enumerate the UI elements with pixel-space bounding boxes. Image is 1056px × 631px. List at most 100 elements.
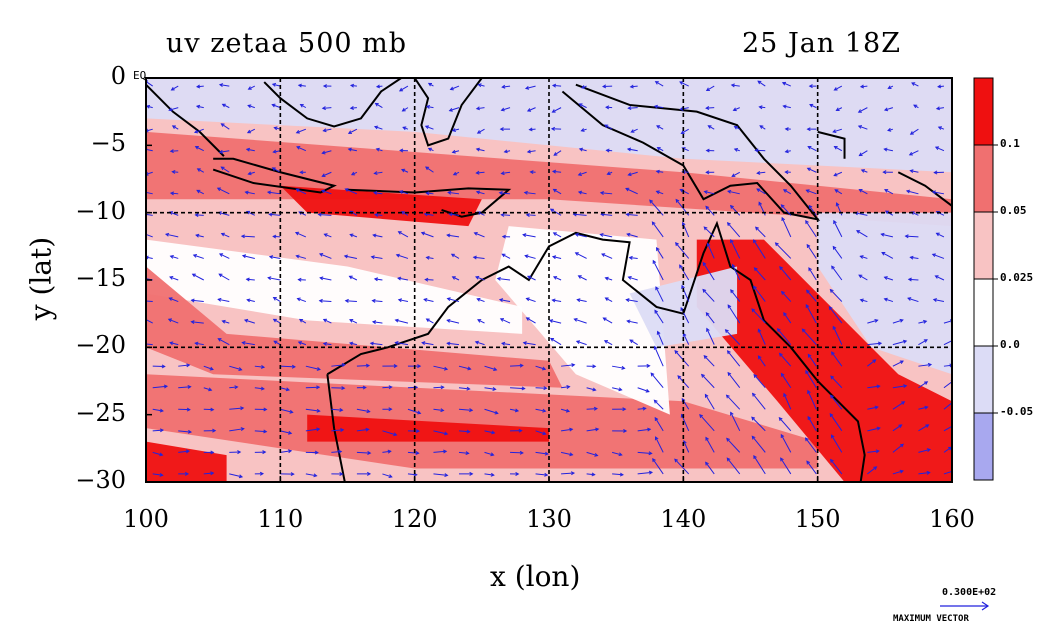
- wind-vector-shaft: [783, 105, 791, 109]
- wind-vector-shaft: [627, 320, 638, 324]
- wind-vector-head: [220, 123, 225, 127]
- wind-vector: [196, 189, 204, 195]
- wind-vector-head: [499, 318, 504, 322]
- plot-title: uv zetaa 500 mb: [166, 28, 408, 59]
- wind-vector: [699, 413, 715, 432]
- wind-vector-shaft: [858, 125, 868, 130]
- wind-vector-shaft: [501, 214, 511, 216]
- wind-vector-shaft: [152, 385, 168, 389]
- wind-vector-head: [271, 103, 276, 108]
- wind-vector-head: [727, 304, 732, 309]
- wind-vector: [937, 126, 945, 130]
- wind-vector-shaft: [605, 297, 613, 302]
- wind-vector-head: [704, 393, 709, 398]
- wind-vector-shaft: [170, 192, 179, 195]
- wind-vector: [195, 104, 204, 109]
- wind-vector: [382, 430, 398, 437]
- wind-vector-head: [288, 430, 293, 435]
- wind-vector-head: [397, 231, 402, 235]
- wind-vector-shaft: [757, 329, 766, 345]
- wind-vector: [887, 127, 894, 132]
- wind-vector-head: [467, 366, 472, 371]
- wind-vector-shaft: [637, 407, 646, 410]
- colorbar-swatch: [973, 345, 994, 414]
- wind-vector-head: [705, 436, 709, 441]
- wind-vector: [356, 471, 372, 476]
- wind-vector-shaft: [509, 408, 519, 412]
- wind-vector: [637, 406, 647, 411]
- wind-vector-shaft: [269, 213, 281, 216]
- wind-vector-head: [241, 341, 246, 345]
- wind-vector: [243, 318, 255, 324]
- wind-vector-head: [776, 328, 781, 333]
- wind-vector-head: [877, 341, 883, 346]
- wind-vector-head: [604, 297, 609, 301]
- wind-vector: [830, 394, 843, 410]
- equator-label: EQ: [133, 69, 147, 82]
- wind-vector-shaft: [424, 298, 434, 303]
- wind-vector: [932, 298, 945, 303]
- wind-vector-head: [319, 276, 324, 281]
- wind-vector-shaft: [574, 318, 587, 324]
- wind-vector-head: [808, 267, 812, 272]
- wind-vector: [807, 389, 817, 410]
- wind-vector: [382, 407, 393, 412]
- wind-vector-head: [681, 397, 686, 403]
- wind-vector: [733, 125, 740, 130]
- wind-vector-head: [490, 472, 495, 477]
- wind-vector-shaft: [834, 85, 843, 91]
- wind-vector-shaft: [451, 253, 460, 259]
- wind-vector-head: [343, 254, 348, 259]
- wind-vector-head: [681, 284, 685, 289]
- wind-vector-head: [296, 297, 301, 302]
- field-band-coral-strong: [696, 239, 952, 482]
- wind-vector: [653, 399, 664, 410]
- wind-vector: [425, 191, 434, 196]
- wind-vector-head: [466, 386, 471, 391]
- wind-vector-head: [221, 103, 226, 108]
- wind-vector-head: [196, 189, 201, 194]
- wind-vector: [882, 170, 893, 175]
- wind-vector: [552, 188, 562, 195]
- wind-vector-head: [191, 273, 196, 278]
- wind-vector-head: [492, 387, 497, 391]
- wind-vector: [781, 216, 792, 238]
- wind-vector: [427, 147, 434, 152]
- wind-vector-shaft: [629, 257, 638, 259]
- wind-vector-shaft: [884, 107, 894, 111]
- wind-vector-head: [194, 213, 199, 218]
- wind-vector: [425, 318, 434, 324]
- wind-vector: [451, 276, 460, 281]
- wind-vector-head: [220, 166, 225, 171]
- wind-vector-head: [858, 189, 863, 193]
- wind-vector: [527, 275, 536, 281]
- wind-vector: [433, 430, 449, 436]
- colorbar-swatch: [973, 144, 994, 213]
- wind-vector: [146, 343, 153, 346]
- wind-vector-shaft: [448, 191, 460, 195]
- wind-vector-head: [393, 432, 398, 437]
- wind-vector-head: [577, 275, 582, 279]
- wind-vector: [229, 385, 239, 390]
- wind-vector-shaft: [350, 233, 358, 238]
- wind-vector-head: [805, 189, 810, 193]
- wind-vector-head: [425, 255, 430, 260]
- wind-vector-head: [494, 410, 499, 415]
- wind-vector-head: [287, 449, 293, 454]
- wind-vector: [705, 205, 715, 216]
- wind-vector: [244, 190, 255, 195]
- wind-vector-head: [394, 318, 399, 323]
- wind-vector-shaft: [656, 247, 664, 259]
- wind-vector: [218, 149, 230, 154]
- wind-vector-shaft: [146, 233, 153, 238]
- wind-vector-shaft: [273, 340, 281, 346]
- wind-vector-head: [169, 254, 174, 259]
- wind-vector: [612, 407, 627, 412]
- wind-vector: [907, 297, 919, 303]
- wind-vector-head: [872, 359, 877, 364]
- wind-vector-head: [299, 104, 304, 108]
- wind-vector-shaft: [320, 277, 332, 281]
- wind-vector-shaft: [578, 171, 587, 176]
- wind-vector-head: [858, 152, 863, 157]
- wind-vector: [203, 428, 217, 433]
